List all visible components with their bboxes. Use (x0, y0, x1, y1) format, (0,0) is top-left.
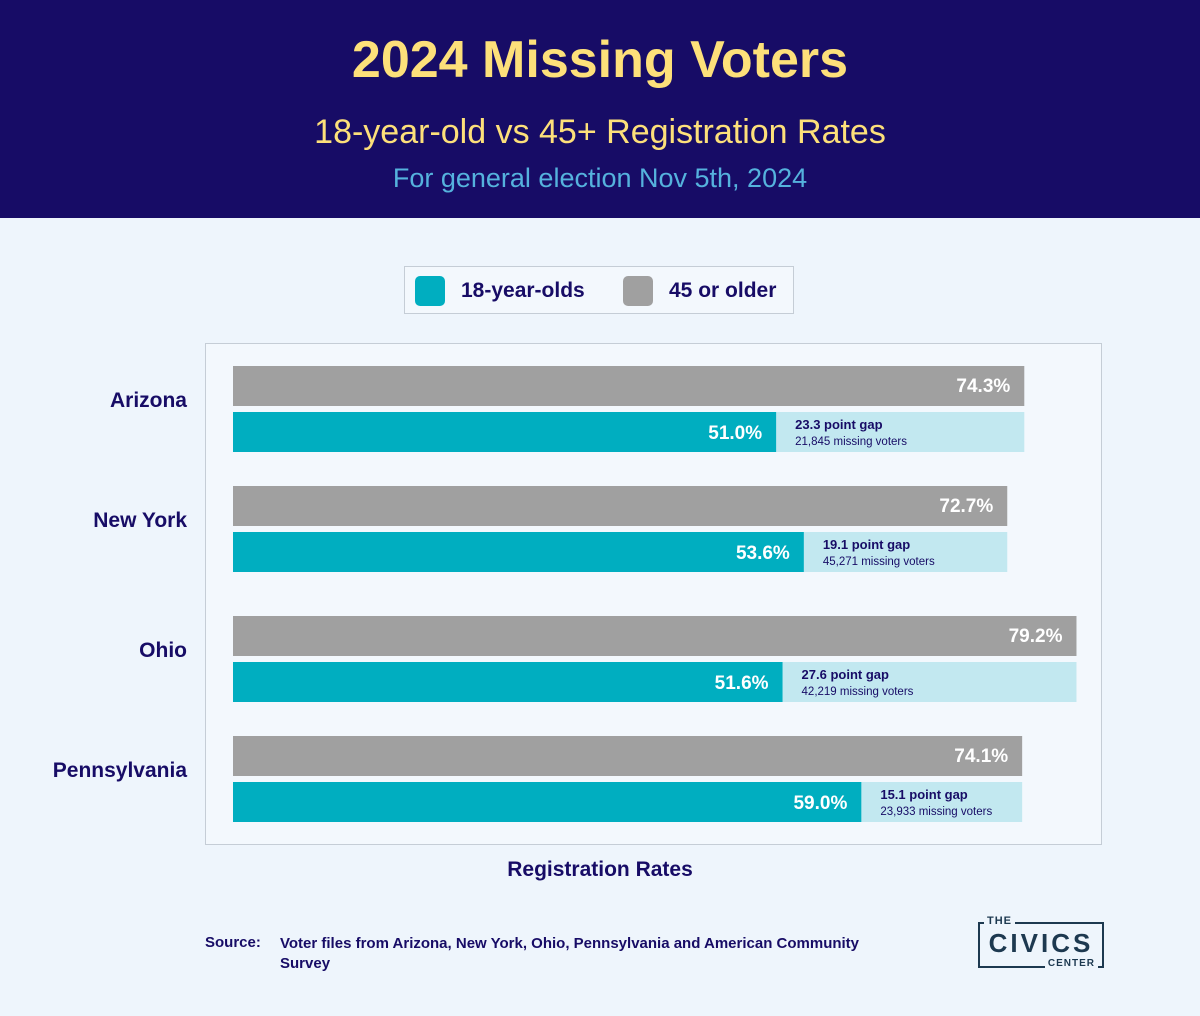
category-label-new-york: New York (93, 509, 187, 532)
civics-center-logo: THE CIVICS CENTER (978, 914, 1104, 970)
value-label-45-or-older-new-york: 72.7% (939, 496, 993, 517)
legend-label-45-or-older: 45 or older (669, 279, 777, 302)
value-label-45-or-older-pennsylvania: 74.1% (954, 746, 1008, 767)
logo-text-center: CENTER (1044, 958, 1098, 970)
page-subtitle: 18-year-old vs 45+ Registration Rates (314, 113, 886, 151)
bar-18-year-olds-new-york (233, 532, 804, 572)
gap-band-arizona (776, 412, 1025, 452)
value-label-18-year-olds-new-york: 53.6% (736, 543, 790, 564)
logo-frame (978, 922, 1104, 968)
legend-swatch-45-or-older (623, 276, 653, 306)
gap-band-pennsylvania (861, 782, 1023, 822)
gap-band-new-york (803, 532, 1008, 572)
gap-band-ohio (782, 662, 1077, 702)
bar-18-year-olds-ohio (233, 662, 783, 702)
value-label-18-year-olds-arizona: 51.0% (708, 423, 762, 444)
bar-45-or-older-arizona (233, 366, 1025, 406)
missing-voters-annotation-ohio: 42,219 missing voters (802, 686, 914, 698)
bar-45-or-older-pennsylvania (233, 736, 1023, 776)
category-label-pennsylvania: Pennsylvania (53, 759, 188, 782)
bar-45-or-older-ohio (233, 616, 1077, 656)
gap-annotation-new-york: 19.1 point gap (823, 537, 910, 552)
missing-voters-annotation-arizona: 21,845 missing voters (795, 436, 907, 448)
value-label-18-year-olds-ohio: 51.6% (715, 673, 769, 694)
source-text: Voter files from Arizona, New York, Ohio… (280, 935, 860, 972)
missing-voters-annotation-pennsylvania: 23,933 missing voters (880, 806, 992, 818)
gap-annotation-ohio: 27.6 point gap (802, 667, 889, 682)
missing-voters-annotation-new-york: 45,271 missing voters (823, 556, 935, 568)
bar-18-year-olds-arizona (233, 412, 777, 452)
category-label-ohio: Ohio (139, 639, 187, 662)
bar-18-year-olds-pennsylvania (233, 782, 862, 822)
value-label-18-year-olds-pennsylvania: 59.0% (793, 793, 847, 814)
gap-annotation-arizona: 23.3 point gap (795, 417, 882, 432)
chart-legend: 18-year-olds 45 or older (404, 266, 794, 314)
page-title: 2024 Missing Voters (351, 31, 849, 89)
value-label-45-or-older-arizona: 74.3% (956, 376, 1010, 397)
value-label-45-or-older-ohio: 79.2% (1009, 626, 1063, 647)
category-label-arizona: Arizona (110, 389, 187, 412)
source-label: Source: (205, 934, 261, 951)
x-axis-label: Registration Rates (507, 858, 693, 881)
logo-text-civics: CIVICS (988, 928, 1094, 958)
legend-label-18-year-olds: 18-year-olds (461, 279, 585, 302)
gap-annotation-pennsylvania: 15.1 point gap (880, 787, 967, 802)
bar-45-or-older-new-york (233, 486, 1008, 526)
page-subsubtitle: For general election Nov 5th, 2024 (392, 163, 808, 193)
header-banner: 2024 Missing Voters 18-year-old vs 45+ R… (0, 0, 1200, 218)
legend-swatch-18-year-olds (415, 276, 445, 306)
logo-text-the: THE (984, 914, 1015, 928)
